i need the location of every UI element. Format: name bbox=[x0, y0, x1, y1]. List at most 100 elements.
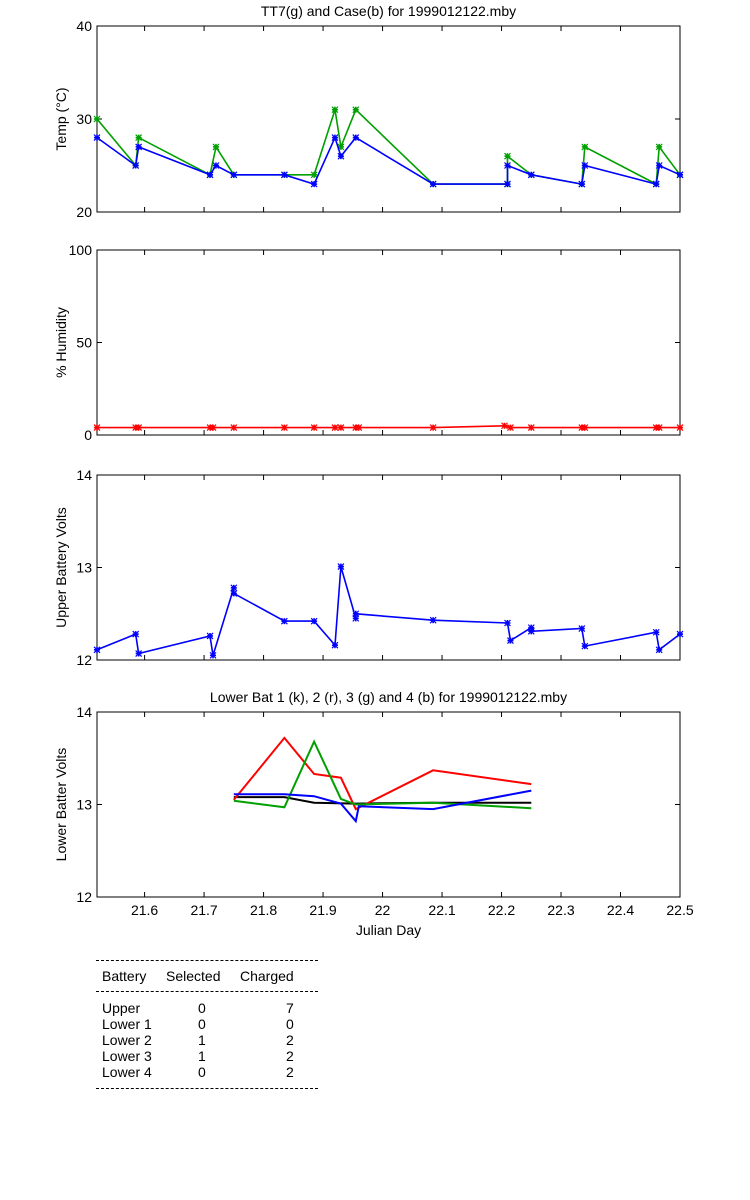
y-tick-label: 0 bbox=[84, 427, 92, 443]
table-row: Lower 2 1 2 bbox=[96, 1032, 318, 1048]
x-tick-label: 22.3 bbox=[547, 902, 574, 918]
data-point-marker bbox=[135, 134, 143, 142]
y-axis-label: % Humidity bbox=[53, 307, 69, 378]
data-point-marker bbox=[135, 143, 143, 151]
y-tick-label: 20 bbox=[76, 204, 92, 220]
battery-summary-table: Battery Selected Charged Upper 0 7 Lower… bbox=[96, 960, 318, 1089]
data-point-marker bbox=[230, 584, 238, 592]
x-axis-label: Julian Day bbox=[356, 922, 421, 938]
table-bottom-divider bbox=[96, 1088, 318, 1089]
chart-panel-1: 20 30 40 TT7(g) and Case(b) for 1999012122.… bbox=[53, 3, 684, 220]
data-point-marker bbox=[331, 641, 339, 649]
data-point-marker bbox=[230, 589, 238, 597]
data-point-marker bbox=[310, 424, 318, 432]
data-point-marker bbox=[135, 424, 143, 432]
table-row: Lower 3 1 2 bbox=[96, 1048, 318, 1064]
series-line-blue bbox=[233, 789, 532, 824]
data-point-marker bbox=[504, 180, 511, 188]
data-point-marker bbox=[310, 617, 318, 625]
data-point-marker bbox=[352, 106, 360, 114]
chart-panel-2: 0 50 100 % Humidity bbox=[53, 242, 684, 443]
x-tick-label: 21.9 bbox=[309, 902, 336, 918]
data-point-marker bbox=[280, 617, 288, 625]
y-tick-label: 14 bbox=[76, 704, 92, 720]
y-tick-label: 100 bbox=[69, 242, 93, 258]
data-point-marker bbox=[331, 106, 339, 114]
data-point-marker bbox=[501, 422, 508, 430]
data-point-marker bbox=[93, 134, 101, 142]
data-point-marker bbox=[337, 563, 345, 570]
x-tick-label: 21.7 bbox=[190, 902, 217, 918]
y-tick-label: 13 bbox=[76, 797, 92, 813]
data-point-marker bbox=[280, 171, 288, 179]
plot-frame bbox=[96, 474, 681, 661]
data-point-marker bbox=[429, 424, 437, 432]
data-point-marker bbox=[206, 171, 214, 179]
data-point-marker bbox=[310, 180, 318, 188]
table-row: Lower 1 0 0 bbox=[96, 1016, 318, 1032]
x-tick-label: 21.6 bbox=[131, 902, 158, 918]
table-top-divider bbox=[96, 960, 318, 961]
data-point-marker bbox=[337, 424, 345, 432]
series-line-green bbox=[233, 739, 532, 810]
row-charged: 2 bbox=[286, 1048, 294, 1064]
data-point-marker bbox=[230, 424, 238, 432]
row-charged: 2 bbox=[286, 1032, 294, 1048]
data-point-marker bbox=[352, 610, 360, 618]
data-point-marker bbox=[93, 115, 101, 123]
data-point-marker bbox=[280, 424, 288, 432]
data-point-marker bbox=[676, 171, 684, 179]
row-battery: Lower 2 bbox=[102, 1032, 152, 1048]
row-charged: 7 bbox=[286, 1000, 294, 1016]
chart-panel-3: 12 13 14 Upper Battery Volts bbox=[53, 467, 684, 668]
y-tick-label: 40 bbox=[76, 18, 92, 34]
y-tick-label: 12 bbox=[76, 652, 92, 668]
chart-panel-4: 12 13 14 21.6 21.7 21.8 21.9 22 22.1 22.2 22.3 22.4… bbox=[53, 689, 694, 938]
data-point-marker bbox=[209, 424, 217, 432]
data-point-marker bbox=[93, 646, 101, 654]
x-tick-label: 22.4 bbox=[607, 902, 634, 918]
x-tick-label: 22 bbox=[375, 902, 391, 918]
header-selected: Selected bbox=[166, 968, 221, 984]
data-point-marker bbox=[655, 646, 663, 654]
data-point-marker bbox=[212, 143, 220, 151]
data-point-marker bbox=[655, 143, 663, 151]
row-selected: 1 bbox=[198, 1032, 206, 1048]
series-line-red bbox=[97, 424, 680, 429]
row-charged: 2 bbox=[286, 1064, 294, 1080]
data-point-marker bbox=[337, 152, 345, 160]
row-charged: 0 bbox=[286, 1016, 294, 1032]
row-battery: Lower 1 bbox=[102, 1016, 152, 1032]
data-point-marker bbox=[527, 424, 535, 432]
y-axis-label: Upper Battery Volts bbox=[53, 507, 69, 628]
header-charged: Charged bbox=[240, 968, 294, 984]
data-point-marker bbox=[676, 630, 684, 638]
data-point-marker bbox=[507, 424, 514, 432]
data-point-marker bbox=[655, 424, 663, 432]
data-point-marker bbox=[527, 171, 535, 179]
y-tick-label: 14 bbox=[76, 467, 92, 483]
series-line-red bbox=[233, 736, 532, 811]
data-point-marker bbox=[652, 180, 660, 188]
data-point-marker bbox=[504, 162, 511, 169]
data-point-marker bbox=[93, 424, 101, 432]
chart-title: Lower Bat 1 (k), 2 (r), 3 (g) and 4 (b) … bbox=[210, 689, 567, 705]
y-tick-label: 50 bbox=[76, 335, 92, 351]
data-point-marker bbox=[132, 162, 140, 169]
row-battery: Lower 3 bbox=[102, 1048, 152, 1064]
table-header-divider bbox=[96, 991, 318, 992]
row-selected: 0 bbox=[198, 1000, 206, 1016]
plot-frame bbox=[96, 25, 681, 213]
data-point-marker bbox=[352, 134, 360, 142]
row-selected: 0 bbox=[198, 1016, 206, 1032]
table-row: Lower 4 0 2 bbox=[96, 1064, 318, 1080]
y-axis-label: Temp (°C) bbox=[53, 87, 69, 150]
data-point-marker bbox=[355, 424, 363, 432]
data-point-marker bbox=[429, 616, 437, 624]
data-point-marker bbox=[527, 627, 535, 635]
y-tick-label: 30 bbox=[76, 111, 92, 127]
x-tick-label: 22.1 bbox=[428, 902, 455, 918]
data-point-marker bbox=[132, 630, 140, 638]
series-line-green bbox=[96, 108, 681, 186]
